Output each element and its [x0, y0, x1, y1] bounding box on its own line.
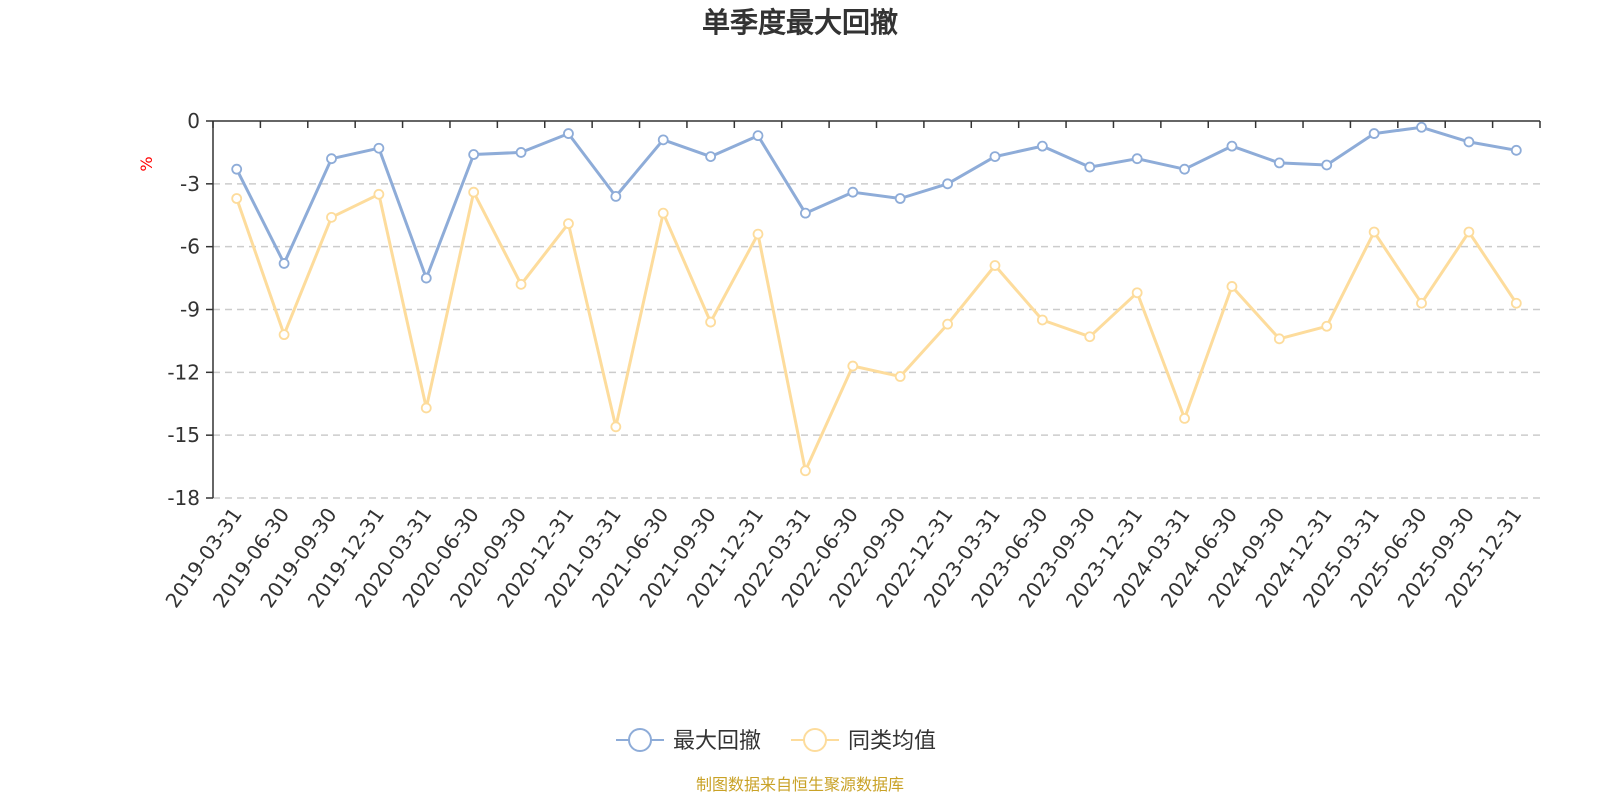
data-point	[1226, 140, 1238, 152]
data-point	[1036, 314, 1048, 326]
y-tick-label: -9	[180, 298, 200, 322]
data-point	[1084, 331, 1096, 343]
data-point	[1321, 320, 1333, 332]
data-point	[1321, 159, 1333, 171]
data-point	[1179, 413, 1190, 424]
data-point	[942, 178, 953, 190]
data-point	[1368, 128, 1380, 139]
data-point	[657, 134, 669, 146]
data-point	[1131, 287, 1143, 299]
data-point	[894, 371, 906, 382]
data-point	[610, 421, 622, 433]
data-point	[373, 188, 385, 200]
y-tick-label: -3	[180, 172, 200, 196]
data-point	[1368, 226, 1380, 238]
legend-label: 最大回撤	[673, 729, 761, 754]
data-point	[1131, 153, 1143, 165]
series-line	[235, 125, 1517, 280]
data-point	[847, 360, 859, 372]
data-point	[1273, 157, 1285, 169]
data-point	[563, 128, 574, 139]
data-point	[1036, 140, 1048, 152]
y-tick-label: -18	[167, 486, 200, 510]
data-point	[752, 228, 764, 240]
data-point	[705, 151, 717, 163]
data-point	[278, 329, 290, 341]
data-point	[468, 186, 480, 198]
data-point	[1273, 333, 1285, 345]
legend-item-2[interactable]: 同类均值	[791, 728, 936, 754]
data-point	[1179, 163, 1190, 175]
data-point	[326, 211, 337, 223]
data-point	[1463, 136, 1475, 148]
data-point	[1226, 281, 1238, 292]
series-line	[235, 190, 1518, 473]
legend[interactable]: 最大回撤 同类均值	[616, 728, 936, 754]
data-point	[515, 147, 527, 158]
series-lines	[231, 121, 1522, 477]
data-point	[705, 316, 717, 328]
data-point	[752, 130, 764, 142]
data-point	[657, 207, 669, 219]
data-point	[1416, 297, 1427, 309]
chart-title: 单季度最大回撤	[702, 6, 898, 39]
data-point	[231, 163, 243, 175]
data-point	[800, 207, 811, 219]
data-point	[800, 465, 811, 477]
data-point	[1463, 226, 1475, 238]
y-tick-label: 0	[187, 109, 200, 133]
data-point	[373, 142, 385, 154]
legend-label: 同类均值	[848, 729, 936, 754]
data-point	[420, 402, 432, 414]
data-point	[989, 260, 1001, 271]
data-point	[989, 151, 1001, 163]
y-tick-label: -12	[167, 360, 200, 384]
data-point	[1084, 161, 1096, 173]
y-tick-label: -6	[180, 235, 200, 259]
data-point	[515, 278, 527, 290]
legend-item-1[interactable]: 最大回撤	[616, 728, 761, 754]
data-point	[1510, 144, 1522, 156]
data-point	[610, 190, 622, 202]
legend-marker	[628, 728, 652, 752]
data-point	[847, 186, 859, 198]
legend-marker	[803, 728, 827, 752]
data-source-note: 制图数据来自恒生聚源数据库	[696, 775, 904, 794]
data-point	[420, 272, 432, 284]
data-point	[1416, 121, 1427, 133]
data-point	[563, 218, 574, 230]
y-tick-label: -15	[167, 423, 200, 447]
data-point	[894, 193, 906, 204]
data-point	[1510, 297, 1522, 309]
data-point	[231, 193, 243, 204]
y-axis-unit: %	[137, 156, 156, 171]
data-point	[942, 318, 953, 330]
data-point	[278, 258, 290, 269]
series-2	[231, 186, 1522, 477]
data-point	[326, 153, 337, 165]
series-1	[231, 121, 1522, 284]
data-point	[468, 149, 480, 160]
